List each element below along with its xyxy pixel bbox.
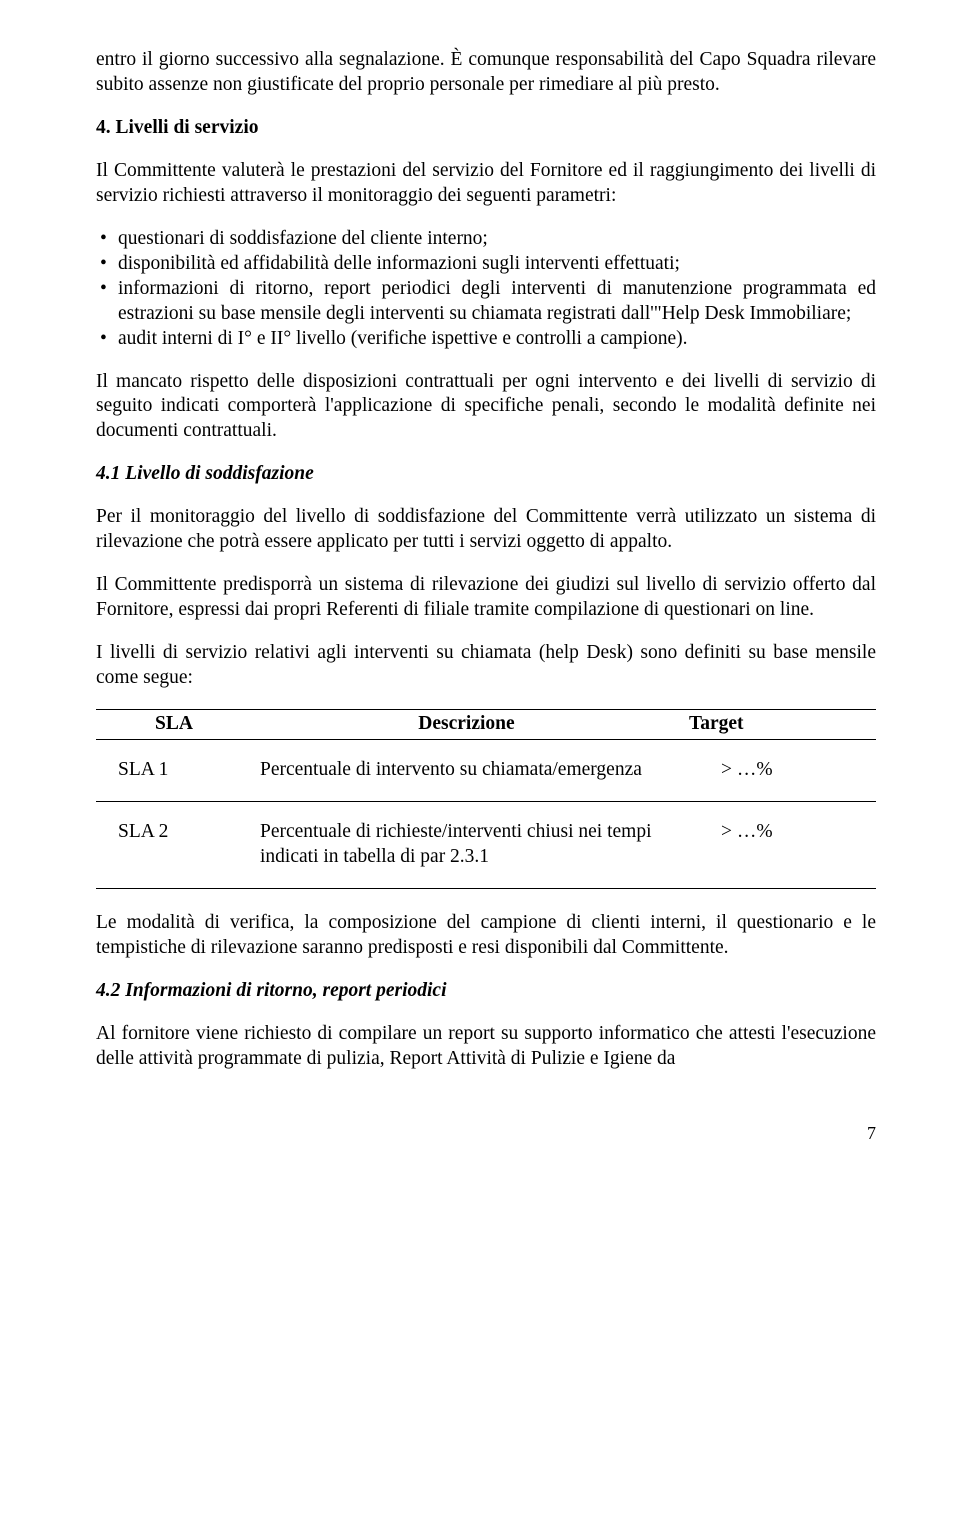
para-4a: Il Committente valuterà le prestazioni d… — [96, 159, 876, 209]
sla-table: SLA Descrizione Target SLA 1 Percentuale… — [96, 709, 876, 889]
bullet-2: disponibilità ed affidabilità delle info… — [118, 252, 876, 277]
cell-desc: Percentuale di intervento su chiamata/em… — [252, 740, 681, 802]
para-41a: Per il monitoraggio del livello di soddi… — [96, 505, 876, 555]
bullet-3: informazioni di ritorno, report periodic… — [118, 277, 876, 327]
para-41c: I livelli di servizio relativi agli inte… — [96, 641, 876, 691]
para-42a: Al fornitore viene richiesto di compilar… — [96, 1022, 876, 1072]
cell-target: > …% — [681, 801, 876, 888]
cell-sla: SLA 1 — [96, 740, 252, 802]
para-41d: Le modalità di verifica, la composizione… — [96, 911, 876, 961]
th-sla: SLA — [96, 710, 252, 740]
heading-4: 4. Livelli di servizio — [96, 116, 876, 141]
heading-4-1: 4.1 Livello di soddisfazione — [96, 462, 876, 487]
heading-4-2: 4.2 Informazioni di ritorno, report peri… — [96, 979, 876, 1004]
intro-paragraph: entro il giorno successivo alla segnalaz… — [96, 48, 876, 98]
page-number: 7 — [96, 1122, 876, 1145]
bullet-4: audit interni di I° e II° livello (verif… — [118, 327, 876, 352]
th-target: Target — [681, 710, 876, 740]
th-descrizione: Descrizione — [252, 710, 681, 740]
table-row: SLA 1 Percentuale di intervento su chiam… — [96, 740, 876, 802]
cell-sla: SLA 2 — [96, 801, 252, 888]
table-header-row: SLA Descrizione Target — [96, 710, 876, 740]
cell-target: > …% — [681, 740, 876, 802]
bullet-1: questionari di soddisfazione del cliente… — [118, 227, 876, 252]
cell-desc: Percentuale di richieste/interventi chiu… — [252, 801, 681, 888]
para-4b: Il mancato rispetto delle disposizioni c… — [96, 370, 876, 445]
para-41b: Il Committente predisporrà un sistema di… — [96, 573, 876, 623]
table-row: SLA 2 Percentuale di richieste/intervent… — [96, 801, 876, 888]
bullet-list: questionari di soddisfazione del cliente… — [96, 227, 876, 352]
